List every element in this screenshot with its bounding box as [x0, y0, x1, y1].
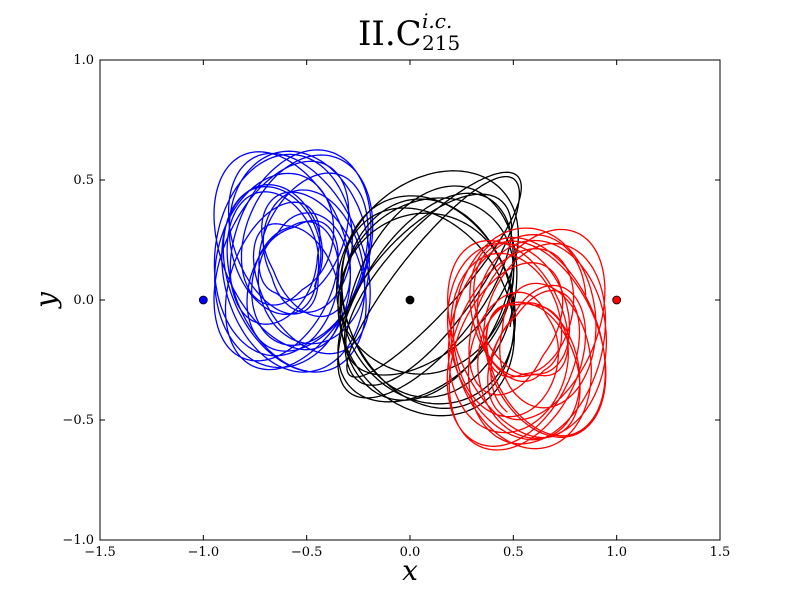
y-tick-label: 0.5	[73, 173, 94, 188]
x-axis-label: x	[402, 554, 418, 587]
y-tick-label: −1.0	[62, 533, 94, 548]
chart-title-superscript: i.c.	[422, 9, 452, 33]
start-marker-black	[405, 295, 415, 305]
chart-title-main: II.C	[358, 14, 422, 54]
trajectory-red	[446, 227, 608, 451]
start-marker-red	[612, 295, 622, 305]
tick-labels: −1.5 −1.0 −0.5 0.0 0.5 1.0 1.5−1.0−0.50.00.51.…	[62, 53, 730, 560]
x-tick-label: 1.0	[606, 545, 627, 560]
trajectory-curves	[213, 149, 608, 451]
x-tick-label: −1.0	[188, 545, 220, 560]
y-tick-label: −0.5	[62, 413, 94, 428]
start-marker-blue	[198, 295, 208, 305]
x-tick-label: −1.5	[84, 545, 116, 560]
start-markers	[198, 295, 622, 305]
x-tick-label: −0.5	[291, 545, 323, 560]
trajectory-blue	[213, 149, 374, 373]
chart-title-subscript: 215	[422, 31, 460, 55]
x-tick-label: 1.5	[710, 545, 731, 560]
y-tick-label: 1.0	[73, 53, 94, 68]
y-axis-label: y	[30, 291, 63, 310]
chart-title: II.C	[358, 14, 422, 54]
y-tick-label: 0.0	[73, 293, 94, 308]
axis-ticks	[99, 59, 721, 541]
x-tick-label: 0.5	[503, 545, 524, 560]
x-tick-label: 0.0	[400, 545, 421, 560]
